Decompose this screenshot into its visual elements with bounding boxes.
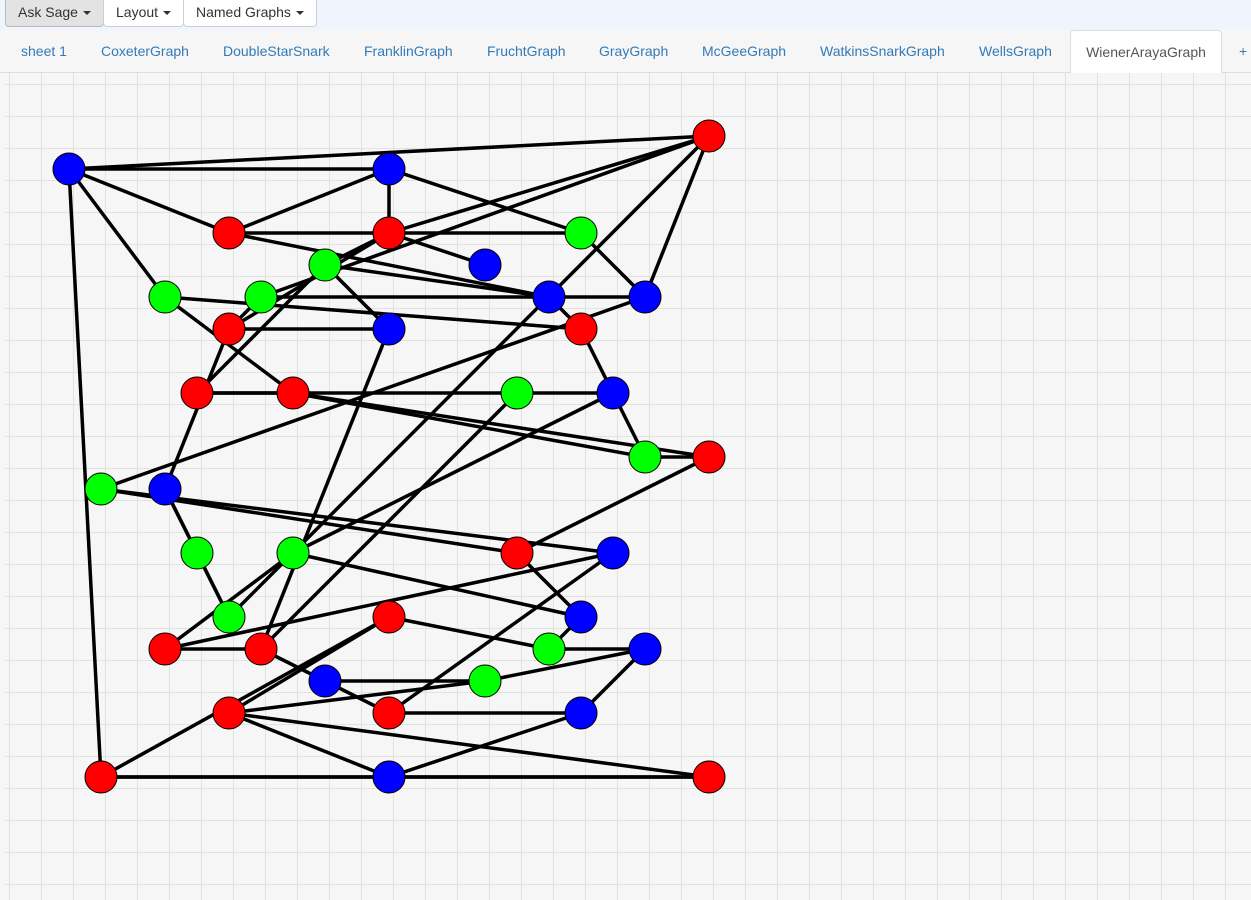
graph-node-12[interactable] bbox=[212, 312, 246, 346]
graph-node-13[interactable] bbox=[372, 312, 406, 346]
graph-canvas[interactable] bbox=[5, 73, 1251, 900]
tab-coxeter-graph[interactable]: CoxeterGraph bbox=[101, 43, 189, 59]
graph-node-33[interactable] bbox=[308, 664, 342, 698]
graph-node-2[interactable] bbox=[692, 119, 726, 153]
graph-node-28[interactable] bbox=[564, 600, 598, 634]
named-graphs-label: Named Graphs bbox=[196, 4, 291, 20]
graph-edge-38-40[interactable] bbox=[388, 711, 582, 779]
graph-node-20[interactable] bbox=[692, 440, 726, 474]
graph-node-0[interactable] bbox=[52, 152, 86, 186]
caret-down-icon bbox=[163, 11, 172, 16]
tab-wells-graph[interactable]: WellsGraph bbox=[979, 43, 1052, 59]
graph-edge-1-3[interactable] bbox=[228, 167, 390, 235]
graph-edge-20-25[interactable] bbox=[516, 455, 710, 555]
graph-node-9[interactable] bbox=[244, 280, 278, 314]
graph-node-27[interactable] bbox=[212, 600, 246, 634]
graph-edge-10-6[interactable] bbox=[324, 263, 550, 299]
tab-double-star-snark[interactable]: DoubleStarSnark bbox=[223, 43, 330, 59]
graph-edge-36-40[interactable] bbox=[228, 711, 390, 779]
graph-node-31[interactable] bbox=[532, 632, 566, 666]
tab-watkins-snark-graph[interactable]: WatkinsSnarkGraph bbox=[820, 43, 945, 59]
graph-node-25[interactable] bbox=[500, 536, 534, 570]
graph-edge-2-11[interactable] bbox=[643, 135, 711, 298]
graph-node-15[interactable] bbox=[180, 376, 214, 410]
graph-node-38[interactable] bbox=[564, 696, 598, 730]
graph-node-23[interactable] bbox=[180, 536, 214, 570]
graph-node-41[interactable] bbox=[692, 760, 726, 794]
graph-edge-26-37[interactable] bbox=[387, 551, 615, 715]
graph-node-7[interactable] bbox=[468, 248, 502, 282]
graph-node-6[interactable] bbox=[308, 248, 342, 282]
graph-edge-0-8[interactable] bbox=[67, 167, 167, 299]
graph-node-29[interactable] bbox=[148, 632, 182, 666]
graph-drawing[interactable] bbox=[5, 73, 1251, 900]
caret-down-icon bbox=[82, 11, 91, 16]
add-tab-button[interactable]: + bbox=[1239, 43, 1248, 59]
node-layer bbox=[52, 119, 726, 794]
tab-gray-graph[interactable]: GrayGraph bbox=[599, 43, 669, 59]
graph-node-35[interactable] bbox=[372, 600, 406, 634]
graph-node-37[interactable] bbox=[372, 696, 406, 730]
graph-node-18[interactable] bbox=[596, 376, 630, 410]
graph-node-32[interactable] bbox=[628, 632, 662, 666]
graph-edge-31-35[interactable] bbox=[388, 615, 550, 651]
graph-node-16[interactable] bbox=[276, 376, 310, 410]
graph-node-4[interactable] bbox=[372, 216, 406, 250]
layout-dropdown[interactable]: Layout bbox=[103, 0, 185, 27]
graph-edge-0-3[interactable] bbox=[68, 167, 230, 235]
graph-node-19[interactable] bbox=[628, 440, 662, 474]
graph-edge-35-39[interactable] bbox=[100, 615, 390, 779]
graph-node-34[interactable] bbox=[468, 664, 502, 698]
caret-down-icon bbox=[295, 11, 304, 16]
graph-node-8[interactable] bbox=[148, 280, 182, 314]
graph-node-21[interactable] bbox=[84, 472, 118, 506]
graph-edge-36-41[interactable] bbox=[228, 711, 710, 779]
tab-bar: sheet 1 CoxeterGraph DoubleStarSnark Fra… bbox=[0, 30, 1251, 74]
tab-franklin-graph[interactable]: FranklinGraph bbox=[364, 43, 453, 59]
graph-node-26[interactable] bbox=[596, 536, 630, 570]
toolbar: Ask Sage Layout Named Graphs bbox=[0, 0, 1251, 30]
graph-edge-8-14[interactable] bbox=[164, 295, 582, 331]
graph-node-36[interactable] bbox=[212, 696, 246, 730]
graph-node-40[interactable] bbox=[372, 760, 406, 794]
tab-sheet-1[interactable]: sheet 1 bbox=[21, 43, 67, 59]
graph-edge-17-30[interactable] bbox=[259, 391, 519, 651]
layout-label: Layout bbox=[116, 4, 159, 20]
graph-node-39[interactable] bbox=[84, 760, 118, 794]
tab-wiener-araya-graph[interactable]: WienerArayaGraph bbox=[1070, 30, 1222, 74]
graph-edge-2-4[interactable] bbox=[388, 134, 710, 235]
graph-node-14[interactable] bbox=[564, 312, 598, 346]
graph-node-1[interactable] bbox=[372, 152, 406, 186]
graph-node-22[interactable] bbox=[148, 472, 182, 506]
graph-edge-11-21[interactable] bbox=[100, 295, 646, 491]
graph-edge-4-7[interactable] bbox=[388, 231, 486, 267]
named-graphs-dropdown[interactable]: Named Graphs bbox=[183, 0, 317, 27]
ask-sage-label: Ask Sage bbox=[18, 4, 78, 20]
graph-edge-13-30[interactable] bbox=[259, 328, 391, 650]
graph-edge-1-5[interactable] bbox=[388, 167, 582, 235]
graph-node-17[interactable] bbox=[500, 376, 534, 410]
graph-edge-2-27[interactable] bbox=[227, 134, 711, 619]
graph-node-10[interactable] bbox=[532, 280, 566, 314]
graph-edge-32-34[interactable] bbox=[484, 647, 646, 683]
graph-node-30[interactable] bbox=[244, 632, 278, 666]
tab-mcgee-graph[interactable]: McGeeGraph bbox=[702, 43, 787, 59]
graph-node-5[interactable] bbox=[564, 216, 598, 250]
graph-edge-0-39[interactable] bbox=[67, 168, 103, 778]
graph-node-11[interactable] bbox=[628, 280, 662, 314]
graph-edge-24-28[interactable] bbox=[292, 551, 582, 619]
graph-edge-3-10[interactable] bbox=[228, 231, 550, 299]
graph-node-24[interactable] bbox=[276, 536, 310, 570]
ask-sage-dropdown[interactable]: Ask Sage bbox=[5, 0, 104, 27]
tab-frucht-graph[interactable]: FruchtGraph bbox=[487, 43, 566, 59]
graph-node-3[interactable] bbox=[212, 216, 246, 250]
